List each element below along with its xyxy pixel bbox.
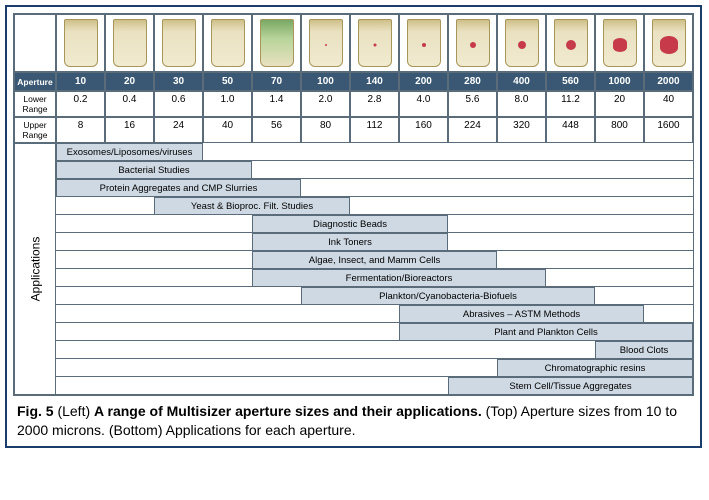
fig-title: A range of Multisizer aperture sizes and…	[94, 403, 482, 419]
aperture-header-value: 100	[301, 72, 350, 91]
lower-range-value: 8.0	[497, 91, 546, 117]
aperture-header-value: 70	[252, 72, 301, 91]
lower-range-value: 2.0	[301, 91, 350, 117]
upper-range-label: Upper Range	[14, 117, 56, 143]
aperture-header-value: 2000	[644, 72, 693, 91]
vial-image	[301, 14, 350, 72]
application-bar: Diagnostic Beads	[252, 215, 448, 233]
application-bar: Blood Clots	[595, 341, 693, 359]
upper-range-value: 16	[105, 117, 154, 143]
lower-range-value: 20	[595, 91, 644, 117]
aperture-header-label: Aperture	[14, 72, 56, 91]
vial-image	[154, 14, 203, 72]
applications-area: Exosomes/Liposomes/virusesBacterial Stud…	[56, 143, 693, 395]
lower-range-value: 11.2	[546, 91, 595, 117]
application-bar: Fermentation/Bioreactors	[252, 269, 546, 287]
application-bar: Plant and Plankton Cells	[399, 323, 693, 341]
application-bar: Plankton/Cyanobacteria-Biofuels	[301, 287, 595, 305]
fig-side: (Left)	[54, 403, 94, 419]
upper-range-value: 8	[56, 117, 105, 143]
aperture-header-value: 200	[399, 72, 448, 91]
upper-range-value: 1600	[644, 117, 693, 143]
aperture-header-value: 1000	[595, 72, 644, 91]
aperture-header-value: 560	[546, 72, 595, 91]
lower-range-value: 4.0	[399, 91, 448, 117]
vial-image	[350, 14, 399, 72]
upper-range-value: 80	[301, 117, 350, 143]
vial-image	[448, 14, 497, 72]
vial-image	[399, 14, 448, 72]
upper-range-value: 224	[448, 117, 497, 143]
lower-range-value: 0.4	[105, 91, 154, 117]
applications-label: Applications	[14, 143, 56, 395]
lower-range-value: 40	[644, 91, 693, 117]
aperture-chart: Aperture10203050701001402002804005601000…	[13, 13, 694, 396]
lower-range-label: Lower Range	[14, 91, 56, 117]
aperture-header-value: 280	[448, 72, 497, 91]
figure-caption: Fig. 5 (Left) A range of Multisizer aper…	[13, 396, 694, 442]
aperture-header-value: 140	[350, 72, 399, 91]
vial-image	[497, 14, 546, 72]
aperture-header-value: 10	[56, 72, 105, 91]
upper-range-value: 448	[546, 117, 595, 143]
vial-image	[644, 14, 693, 72]
upper-range-value: 24	[154, 117, 203, 143]
application-bar: Exosomes/Liposomes/viruses	[56, 143, 203, 161]
upper-range-value: 320	[497, 117, 546, 143]
upper-range-value: 800	[595, 117, 644, 143]
aperture-header-value: 20	[105, 72, 154, 91]
lower-range-value: 5.6	[448, 91, 497, 117]
lower-range-value: 0.2	[56, 91, 105, 117]
application-bar: Protein Aggregates and CMP Slurries	[56, 179, 301, 197]
vial-image	[105, 14, 154, 72]
vial-image	[252, 14, 301, 72]
image-row-label	[14, 14, 56, 72]
aperture-header-value: 50	[203, 72, 252, 91]
aperture-header-value: 400	[497, 72, 546, 91]
lower-range-value: 1.0	[203, 91, 252, 117]
application-bar: Algae, Insect, and Mamm Cells	[252, 251, 497, 269]
vial-image	[203, 14, 252, 72]
upper-range-value: 160	[399, 117, 448, 143]
application-bar: Yeast & Bioproc. Filt. Studies	[154, 197, 350, 215]
upper-range-value: 40	[203, 117, 252, 143]
application-bar: Chromatographic resins	[497, 359, 693, 377]
lower-range-value: 0.6	[154, 91, 203, 117]
vial-image	[56, 14, 105, 72]
lower-range-value: 1.4	[252, 91, 301, 117]
aperture-header-value: 30	[154, 72, 203, 91]
application-bar: Stem Cell/Tissue Aggregates	[448, 377, 693, 395]
lower-range-value: 2.8	[350, 91, 399, 117]
fig-number: Fig. 5	[17, 403, 54, 419]
vial-image	[595, 14, 644, 72]
application-bar: Bacterial Studies	[56, 161, 252, 179]
vial-image	[546, 14, 595, 72]
application-bar: Ink Toners	[252, 233, 448, 251]
application-bar: Abrasives – ASTM Methods	[399, 305, 644, 323]
figure-container: Aperture10203050701001402002804005601000…	[5, 5, 702, 448]
upper-range-value: 112	[350, 117, 399, 143]
upper-range-value: 56	[252, 117, 301, 143]
